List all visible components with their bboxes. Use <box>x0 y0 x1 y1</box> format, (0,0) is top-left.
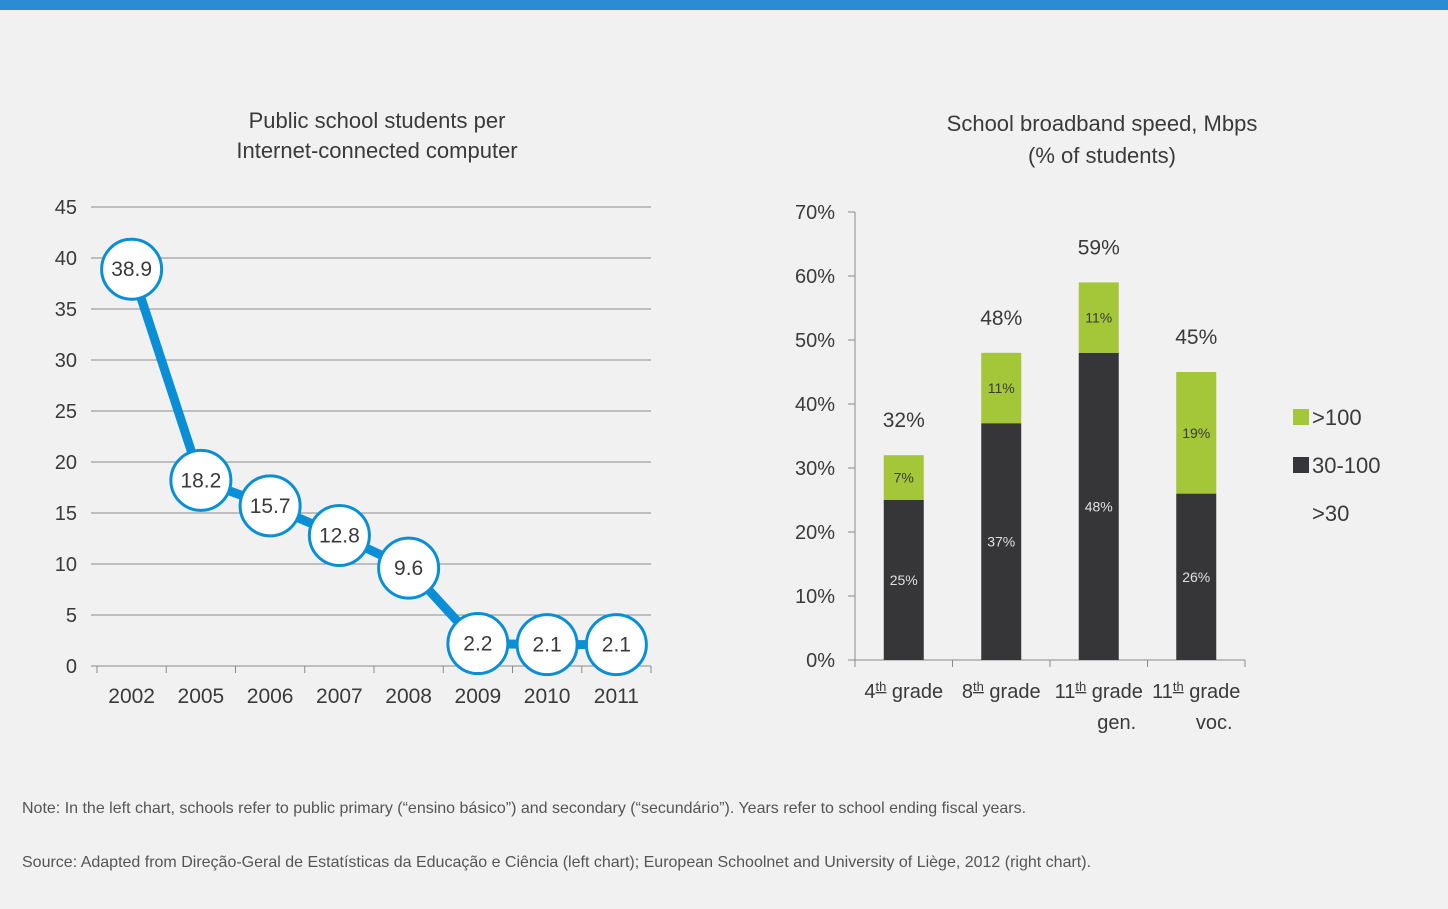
y-tick-label: 0 <box>66 656 77 678</box>
data-value-label: 9.6 <box>394 557 423 580</box>
top-accent-rule <box>0 0 1448 10</box>
bar-segment->100 <box>981 352 1022 424</box>
bar-segment-label: 48% <box>1085 498 1113 514</box>
y-tick-label: 5 <box>66 605 77 627</box>
data-value-label: 2.1 <box>602 634 631 657</box>
x-tick-label: 2010 <box>524 685 571 708</box>
bar-segment-30-100 <box>1078 352 1119 660</box>
chart-title: (% of students) <box>1028 143 1176 168</box>
y-tick-label: 35 <box>55 299 77 321</box>
bar-total-label: 48% <box>980 307 1022 330</box>
y-tick-label: 50% <box>795 330 835 352</box>
y-tick-label: 60% <box>795 266 835 288</box>
legend-label: >100 <box>1312 405 1362 430</box>
bar-segment-label: 7% <box>894 470 914 486</box>
x-tick-label: 2007 <box>316 685 363 708</box>
data-value-label: 2.2 <box>463 633 492 656</box>
bar-segment->100 <box>1078 282 1119 353</box>
bar-segment-label: 11% <box>1085 310 1112 326</box>
data-point-marker <box>169 448 233 512</box>
legend-label: >30 <box>1312 501 1349 526</box>
bar-total-label: 45% <box>1175 326 1217 349</box>
x-tick-label: 11th grade <box>1152 679 1240 703</box>
x-tick-label-line2: gen. <box>1097 712 1136 734</box>
data-value-label: 2.1 <box>533 634 562 657</box>
x-tick-label: 2008 <box>385 685 432 708</box>
y-tick-label: 10 <box>55 554 77 576</box>
x-tick-label-line2: voc. <box>1196 712 1233 734</box>
y-tick-label: 40% <box>795 394 835 416</box>
bar-segment-30-100 <box>981 423 1022 660</box>
bar-total-label: 59% <box>1078 236 1120 259</box>
y-tick-label: 15 <box>55 503 77 525</box>
y-tick-label: 20% <box>795 522 835 544</box>
legend-swatch <box>1293 409 1309 425</box>
bar-segment-label: 37% <box>987 534 1015 550</box>
x-tick-label: 8th grade <box>962 679 1041 703</box>
bar-segment-label: 11% <box>988 380 1015 396</box>
bar-total-label: 32% <box>883 409 925 432</box>
data-value-label: 18.2 <box>180 469 221 492</box>
y-tick-label: 70% <box>795 202 835 224</box>
legend-label: 30-100 <box>1312 453 1381 478</box>
bar-segment-label: 25% <box>890 572 918 588</box>
x-tick-label: 2011 <box>594 685 639 708</box>
bar-segment-30-100 <box>1176 493 1217 660</box>
bar-segment->100 <box>1176 372 1217 494</box>
data-point-marker <box>446 612 510 676</box>
data-point-marker <box>100 237 164 301</box>
broadband-speed-stacked-bar-chart: School broadband speed, Mbps (% of studen… <box>795 111 1381 734</box>
x-tick-label: 2009 <box>455 685 502 708</box>
data-value-label: 15.7 <box>250 495 291 518</box>
data-point-marker <box>515 613 579 677</box>
y-tick-label: 40 <box>55 248 77 270</box>
data-point-marker <box>238 474 302 538</box>
data-point-marker <box>377 536 441 600</box>
y-tick-label: 30% <box>795 458 835 480</box>
bar-segment-label: 19% <box>1182 425 1210 441</box>
bar-segment->100 <box>883 455 924 500</box>
x-tick-label: 11th grade <box>1055 679 1143 703</box>
chart-title: Public school students per <box>249 108 506 133</box>
bar-segment-label: 26% <box>1182 569 1210 585</box>
y-tick-label: 0% <box>806 650 835 672</box>
y-tick-label: 25 <box>55 401 77 423</box>
x-tick-label: 2006 <box>247 685 294 708</box>
bar-segment-30-100 <box>883 500 924 660</box>
y-tick-label: 10% <box>795 586 835 608</box>
legend-swatch <box>1293 457 1309 473</box>
chart-source: Source: Adapted from Direção-Geral de Es… <box>22 854 1092 871</box>
students-per-computer-line-chart: Public school students per Internet-conne… <box>55 108 652 708</box>
x-tick-label: 4th grade <box>864 679 943 703</box>
chart-title: Internet-connected computer <box>236 138 517 163</box>
data-point-marker <box>307 503 371 567</box>
data-value-label: 38.9 <box>111 258 152 281</box>
y-tick-label: 45 <box>55 197 77 219</box>
chart-note: Note: In the left chart, schools refer t… <box>22 800 1027 817</box>
data-point-marker <box>584 613 648 677</box>
x-tick-label: 2002 <box>108 685 155 708</box>
data-value-label: 12.8 <box>319 524 360 547</box>
y-tick-label: 20 <box>55 452 77 474</box>
chart-title: School broadband speed, Mbps <box>947 111 1258 136</box>
y-tick-label: 30 <box>55 350 77 372</box>
x-tick-label: 2005 <box>178 685 225 708</box>
